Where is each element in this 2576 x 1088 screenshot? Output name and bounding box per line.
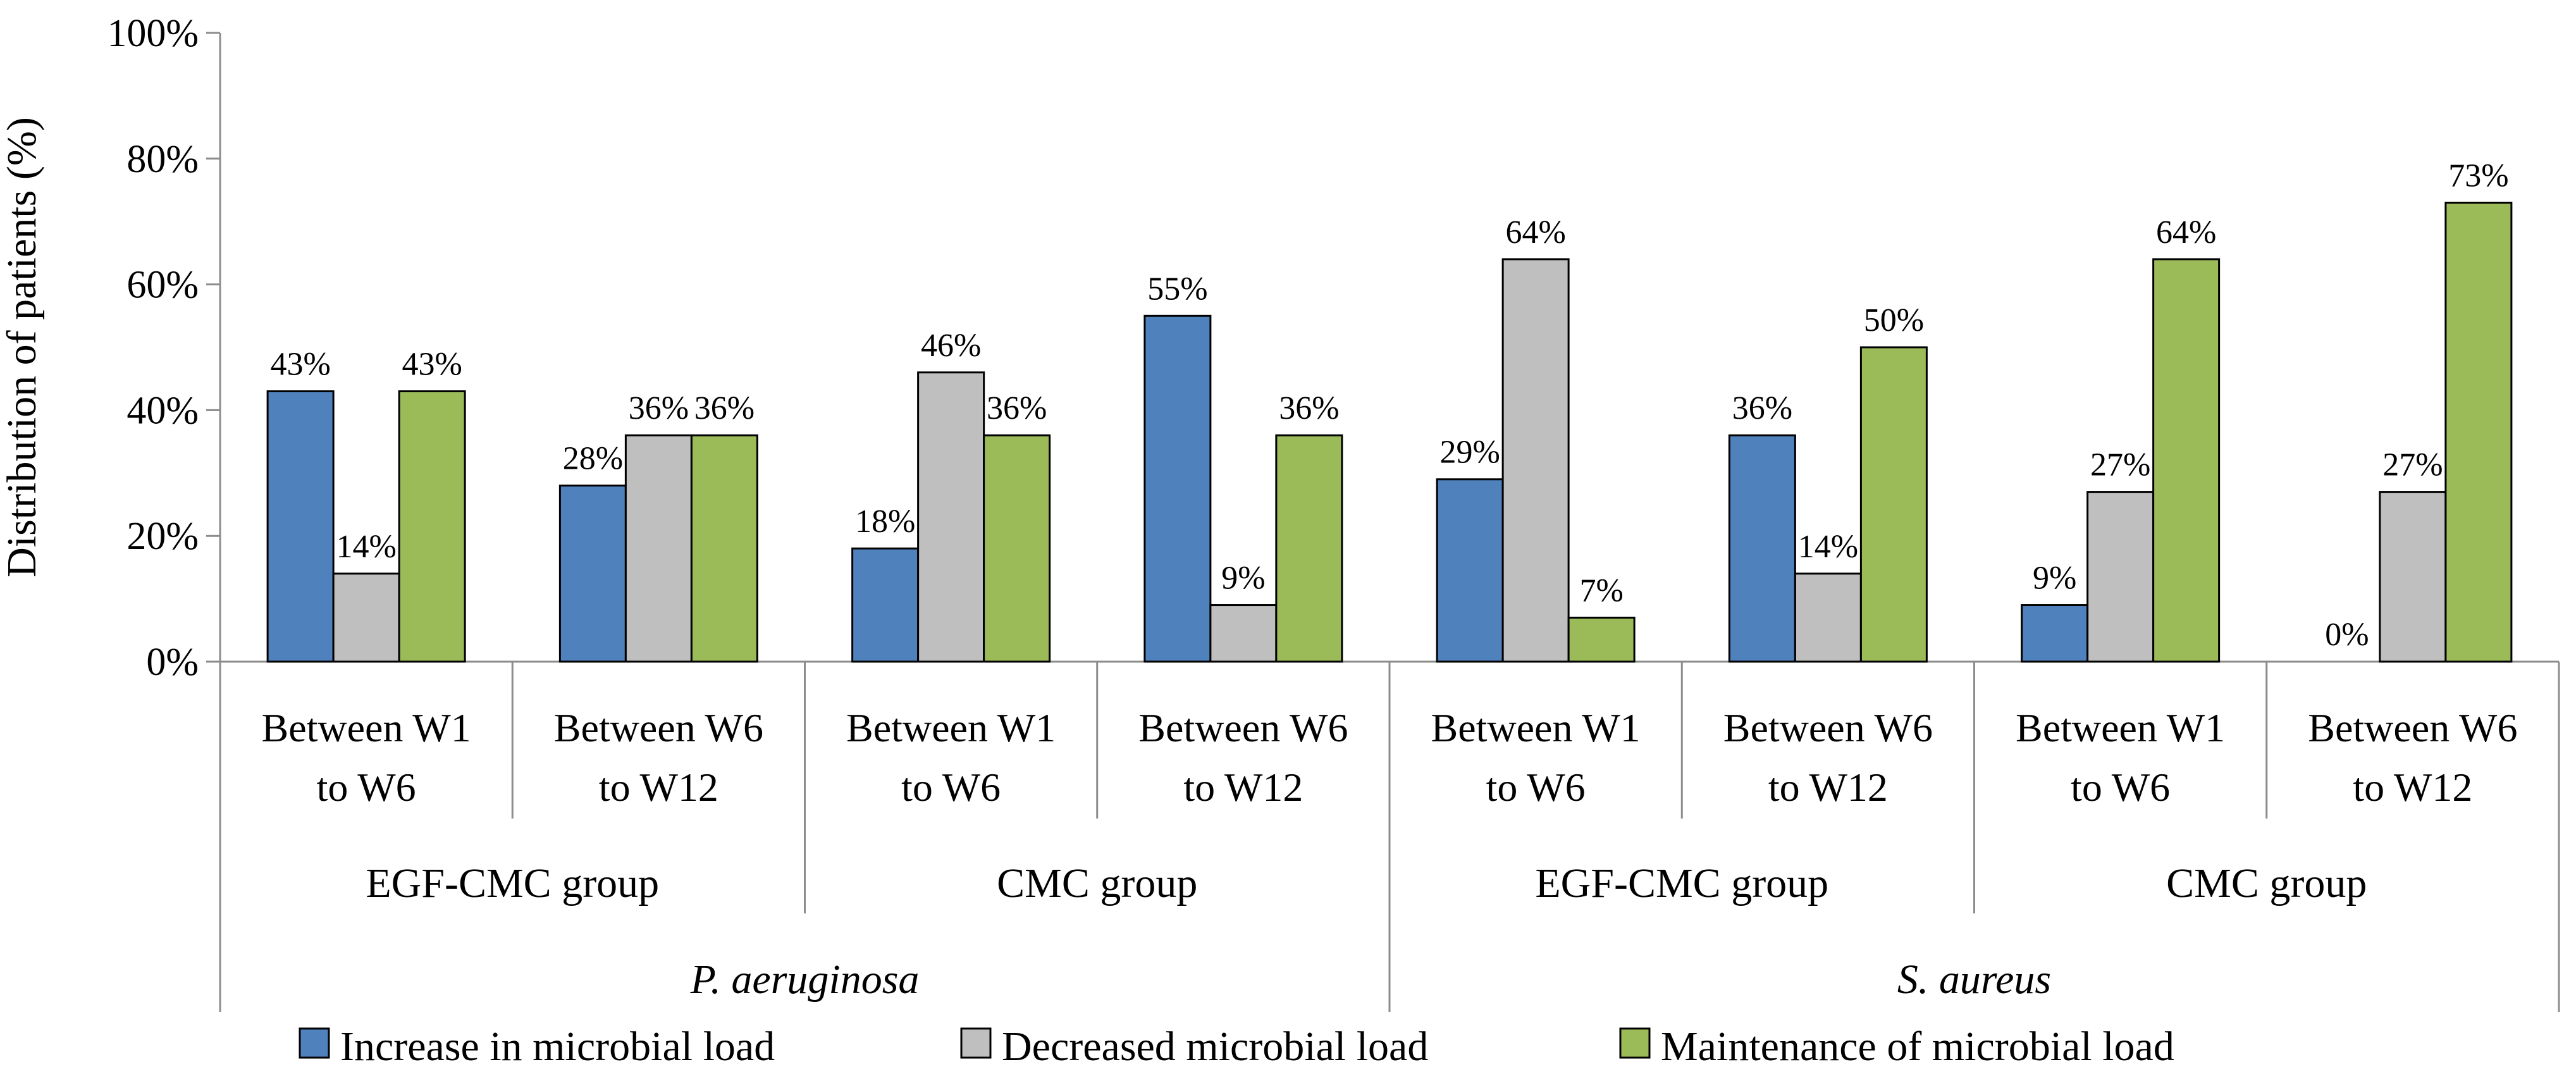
data-label: 43%: [270, 347, 330, 383]
category-label-line2: to W6: [901, 765, 1001, 810]
y-tick-label: 100%: [107, 12, 199, 55]
bar: [690, 434, 758, 663]
bar: [558, 485, 627, 663]
category-label-line1: Between W6: [554, 705, 763, 750]
data-label: 55%: [1147, 271, 1207, 307]
data-label: 64%: [1505, 214, 1565, 250]
bar: [917, 371, 985, 663]
data-label: 14%: [336, 529, 396, 565]
category-label-line2: to W12: [2353, 765, 2472, 810]
data-label: 36%: [1279, 390, 1339, 426]
bar: [2152, 258, 2221, 663]
category-label-line1: Between W6: [1723, 705, 1933, 750]
bar: [1728, 434, 1796, 663]
data-label: 73%: [2448, 158, 2508, 194]
category-label-line2: to W12: [599, 765, 718, 810]
category-label-line2: to W12: [1768, 765, 1888, 810]
data-label: 28%: [563, 441, 623, 477]
group-label: EGF-CMC group: [366, 860, 659, 906]
y-tick-label: 80%: [126, 138, 199, 181]
category-label-line1: Between W1: [1431, 705, 1641, 750]
organism-label: P. aeruginosa: [690, 956, 920, 1003]
legend-swatch: [1619, 1027, 1651, 1059]
y-tick-label: 0%: [146, 641, 199, 684]
bar: [1275, 434, 1343, 663]
data-label: 36%: [987, 390, 1047, 426]
legend-label: Maintenance of microbial load: [1661, 1023, 2174, 1070]
category-label-line1: Between W1: [262, 705, 471, 750]
bar: [1436, 478, 1504, 663]
bar: [624, 434, 693, 663]
bar: [332, 572, 400, 663]
legend-label: Increase in microbial load: [340, 1023, 775, 1070]
data-label: 9%: [1221, 560, 1265, 597]
y-tick-label: 60%: [126, 264, 199, 307]
data-label: 29%: [1439, 435, 1500, 471]
bar: [2021, 604, 2089, 663]
bar: [1794, 572, 1862, 663]
data-label: 27%: [2090, 447, 2150, 483]
data-label: 36%: [694, 390, 755, 426]
y-tick-label: 20%: [126, 515, 199, 558]
data-label: 46%: [921, 328, 981, 364]
bar: [398, 390, 466, 663]
legend-label: Decreased microbial load: [1002, 1023, 1428, 1070]
bar: [1143, 314, 1212, 663]
bar: [1859, 346, 1928, 663]
legend-swatch: [960, 1027, 992, 1059]
group-label: CMC group: [2166, 860, 2367, 906]
data-label: 50%: [1864, 302, 1924, 338]
legend-swatch: [299, 1027, 330, 1059]
category-label-line1: Between W6: [2308, 705, 2517, 750]
y-tick-label: 40%: [126, 389, 199, 432]
data-label: 43%: [402, 347, 462, 383]
category-label-line1: Between W1: [846, 705, 1056, 750]
group-label: EGF-CMC group: [1535, 860, 1828, 906]
organism-label: S. aureus: [1897, 956, 2051, 1003]
category-label-line2: to W6: [2071, 765, 2170, 810]
bar: [851, 547, 920, 663]
data-label: 36%: [1732, 390, 1792, 426]
bar: [2086, 491, 2155, 663]
y-axis-title: Distribution of patients (%): [0, 117, 45, 578]
category-label-line2: to W6: [1486, 765, 1586, 810]
data-label: 36%: [629, 390, 689, 426]
bar: [983, 434, 1051, 663]
data-label: 9%: [2033, 560, 2076, 597]
category-label-line1: Between W1: [2016, 705, 2225, 750]
bar: [2379, 491, 2447, 663]
bar: [1209, 604, 1278, 663]
bar: [2444, 201, 2513, 663]
category-label-line1: Between W6: [1138, 705, 1348, 750]
bar: [1501, 258, 1570, 663]
data-label: 7%: [1579, 572, 1623, 609]
data-label: 27%: [2382, 447, 2443, 483]
group-label: CMC group: [997, 860, 1197, 906]
data-label: 14%: [1798, 529, 1858, 565]
bar: [1567, 616, 1636, 663]
data-label: 0%: [2325, 617, 2369, 653]
data-label: 18%: [855, 504, 915, 540]
bar: [266, 390, 335, 663]
category-label-line2: to W6: [317, 765, 416, 810]
category-label-line2: to W12: [1183, 765, 1303, 810]
data-label: 64%: [2156, 214, 2216, 250]
